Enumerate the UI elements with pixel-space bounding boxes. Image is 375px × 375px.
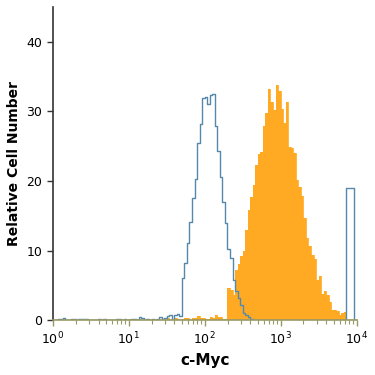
Y-axis label: Relative Cell Number: Relative Cell Number [7, 81, 21, 246]
X-axis label: c-Myc: c-Myc [180, 353, 230, 368]
